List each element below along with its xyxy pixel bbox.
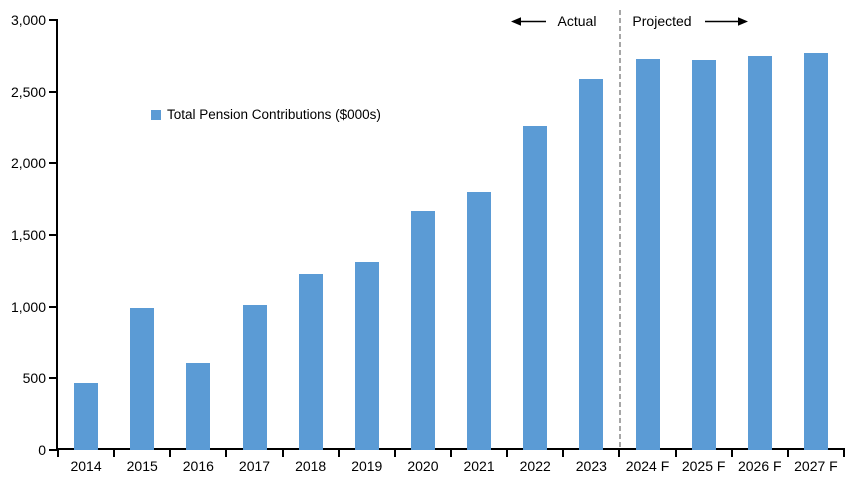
x-axis-label: 2025 F: [681, 458, 726, 474]
bar-2027f: [803, 52, 828, 450]
bar-2024f: [635, 58, 660, 450]
x-axis-tick: [57, 450, 59, 457]
y-axis-label: 1,000: [10, 298, 46, 315]
y-axis-label: 500: [22, 370, 46, 387]
x-axis-label: 2021: [463, 458, 495, 474]
bar-2018: [298, 273, 323, 450]
x-axis-label: 2024 F: [625, 458, 670, 474]
x-axis-label: 2027 F: [794, 458, 838, 474]
bar-2023: [579, 78, 604, 450]
y-axis-tick: [49, 90, 57, 93]
x-axis-label: 2016: [182, 458, 214, 474]
y-axis-label: 3,000: [10, 12, 46, 28]
y-axis-label: 0: [38, 442, 46, 458]
legend-swatch-icon: [151, 110, 161, 120]
bar-2015: [130, 308, 155, 450]
x-axis-tick: [393, 450, 396, 457]
right-arrow-icon: [705, 17, 748, 26]
bar-2021: [467, 192, 492, 450]
x-axis-tick: [786, 450, 789, 457]
actual-annotation-label: Actual: [557, 13, 597, 29]
x-axis-tick: [337, 450, 340, 457]
left-arrow-icon: [511, 17, 546, 26]
bar-2019: [354, 262, 379, 450]
x-axis-label: 2014: [70, 458, 102, 474]
x-axis-line: [56, 448, 845, 450]
bar-2020: [410, 210, 435, 450]
x-axis-label: 2019: [351, 458, 383, 474]
y-axis-line: [56, 19, 58, 450]
y-axis-tick: [49, 305, 57, 308]
x-axis-label: 2022: [519, 458, 551, 474]
actual-projected-divider: [619, 10, 621, 450]
bar-2017: [242, 305, 267, 450]
y-axis-tick: [49, 162, 57, 165]
x-axis-tick: [618, 450, 621, 457]
bar-2022: [523, 126, 548, 450]
x-axis-tick: [225, 450, 228, 457]
y-axis-label: 2,000: [10, 155, 46, 172]
x-axis-tick: [730, 450, 733, 457]
x-axis-label: 2023: [575, 458, 607, 474]
y-axis-tick: [49, 234, 57, 236]
y-axis-tick: [49, 449, 57, 451]
x-axis-tick: [169, 450, 172, 457]
x-axis-label: 2018: [295, 458, 327, 474]
projected-annotation-label: Projected: [632, 13, 692, 29]
x-axis-tick: [562, 450, 565, 457]
x-axis-tick: [450, 450, 452, 457]
bar-2016: [186, 362, 211, 450]
x-axis-label: 2020: [407, 458, 439, 474]
y-axis-label: 2,500: [10, 83, 46, 100]
x-axis-label: 2026 F: [737, 458, 782, 474]
y-axis-label: 1,500: [10, 227, 46, 243]
x-axis-tick: [281, 450, 284, 457]
x-axis-tick: [506, 450, 509, 457]
x-axis-tick: [674, 450, 677, 457]
x-axis-label: 2015: [126, 458, 158, 474]
x-axis-tick: [113, 450, 116, 457]
bar-2014: [74, 382, 99, 450]
legend-label: Total Pension Contributions ($000s): [167, 107, 381, 122]
y-axis-tick: [49, 377, 57, 380]
bar-2026f: [747, 55, 772, 450]
y-axis-tick: [49, 19, 57, 21]
x-axis-label: 2017: [238, 458, 271, 474]
x-axis-tick: [843, 450, 845, 457]
legend: Total Pension Contributions ($000s): [151, 106, 381, 124]
bar-2025f: [691, 60, 716, 450]
